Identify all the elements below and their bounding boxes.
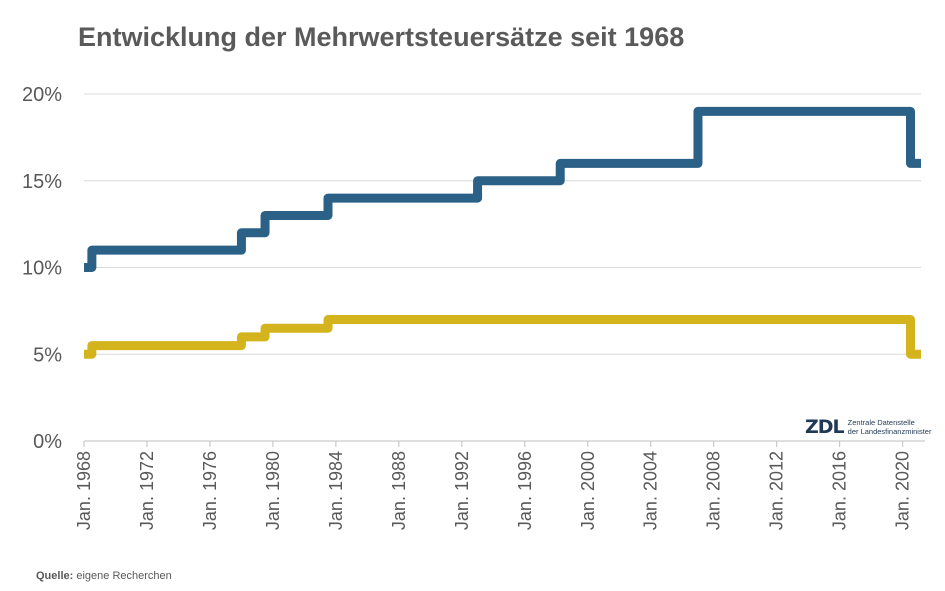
zdl-logo: ZDL Zentrale Datenstelle der Landesfinan… xyxy=(805,416,931,438)
x-tick-label: Jan. 2008 xyxy=(704,451,724,530)
source-text: eigene Recherchen xyxy=(76,570,172,582)
y-tick-label: 5% xyxy=(33,344,62,366)
x-tick-label: Jan. 1996 xyxy=(515,451,535,530)
x-tick-labels: Jan. 1968 Jan. 1972 Jan. 1976 Jan. 1980 Jan.… xyxy=(74,451,913,530)
y-tick-labels: 0% 5% 10% 15% 20% xyxy=(22,84,62,453)
x-tick-label: Jan. 2012 xyxy=(767,451,787,530)
x-tick-label: Jan. 1976 xyxy=(200,451,220,530)
x-tick-label: Jan. 1968 xyxy=(74,451,94,530)
logo-line-1: Zentrale Datenstelle xyxy=(847,418,915,427)
x-tick-label: Jan. 1980 xyxy=(263,451,283,530)
axes xyxy=(83,440,925,447)
x-tick-label: Jan. 2000 xyxy=(578,451,598,530)
x-tick-label: Jan. 2016 xyxy=(830,451,850,530)
series-line-1 xyxy=(84,106,921,272)
logo-mark: ZDL xyxy=(805,416,845,438)
chart-title: Entwicklung der Mehrwertsteuersätze seit… xyxy=(78,22,685,52)
y-tick-label: 0% xyxy=(33,431,62,453)
y-tick-label: 15% xyxy=(22,171,62,193)
x-tick-label: Jan. 1972 xyxy=(137,451,157,530)
logo-line-2: der Landesfinanzminister xyxy=(847,427,932,436)
x-tick-label: Jan. 1988 xyxy=(389,451,409,530)
x-tick-label: Jan. 1992 xyxy=(452,451,472,530)
series-lines xyxy=(84,106,921,359)
source-label: Quelle: xyxy=(36,570,74,582)
x-tick-label: Jan. 2004 xyxy=(641,451,661,530)
y-tick-label: 20% xyxy=(22,84,62,106)
x-tick-label: Jan. 1984 xyxy=(326,451,346,530)
y-tick-label: 10% xyxy=(22,258,62,280)
logo-text: Zentrale Datenstelle der Landesfinanzmin… xyxy=(848,418,932,436)
source-note: Quelle: eigene Recherchen xyxy=(36,570,172,582)
x-tick-label: Jan. 2020 xyxy=(893,451,913,530)
series-line-2 xyxy=(84,315,921,359)
